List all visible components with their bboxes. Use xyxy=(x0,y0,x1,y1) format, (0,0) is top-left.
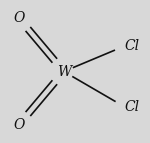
Text: Cl: Cl xyxy=(124,39,139,53)
Text: W: W xyxy=(57,64,71,79)
Text: Cl: Cl xyxy=(124,100,139,114)
Text: O: O xyxy=(13,118,25,132)
Text: O: O xyxy=(13,11,25,25)
